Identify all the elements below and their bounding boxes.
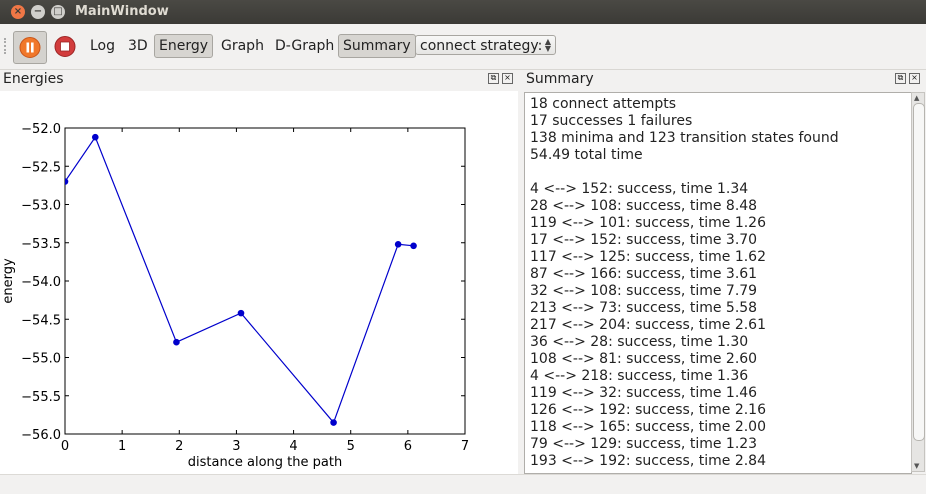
close-icon[interactable]: ×	[909, 73, 920, 84]
minimize-window-button[interactable]: −	[31, 5, 45, 19]
summary-line	[530, 164, 906, 181]
y-tick-label: −54.0	[21, 275, 61, 290]
energy-point	[410, 242, 417, 250]
window-title: MainWindow	[75, 4, 169, 19]
energy-plot: 0 1 2 3 4 5 6 7 −52.0 −52.5 −53.0 −53.5 −54.0 −54.5 −5…	[0, 91, 518, 476]
energy-markers	[65, 133, 417, 426]
status-bar	[0, 474, 926, 494]
stop-button[interactable]	[49, 31, 81, 62]
scroll-thumb[interactable]	[913, 103, 925, 441]
energy-point	[65, 178, 69, 185]
energy-point	[237, 309, 245, 317]
energy-chart: 0 1 2 3 4 5 6 7 −52.0 −52.5 −53.0 −53.5 −54.0 −54.5 −5…	[1, 122, 469, 470]
maximize-window-button[interactable]: □	[51, 5, 65, 19]
x-tick-label: 4	[289, 439, 297, 454]
x-tick-label: 5	[347, 439, 355, 454]
y-tick-label: −53.5	[21, 237, 61, 252]
x-tick-label: 6	[404, 439, 412, 454]
summary-button[interactable]: Summary	[338, 34, 416, 58]
summary-line: 213 <--> 73: success, time 5.58	[530, 300, 758, 316]
y-axis-label: energy	[1, 258, 16, 304]
toolbar-grip[interactable]	[4, 38, 9, 54]
summary-line: 54.49 total time	[530, 147, 643, 163]
y-tick-label: −55.5	[21, 390, 61, 405]
summary-line: 217 <--> 204: success, time 2.61	[530, 317, 766, 333]
energy-point	[91, 133, 99, 141]
scroll-up-icon[interactable]: ▲	[914, 94, 920, 102]
x-tick-label: 3	[232, 439, 240, 454]
connect-strategy-select[interactable]: connect strategy: ▲ ▼	[415, 35, 556, 55]
summary-line: 79 <--> 129: success, time 1.23	[530, 436, 758, 452]
updown-arrows-icon: ▲ ▼	[544, 37, 551, 53]
summary-line: 108 <--> 81: success, time 2.60	[530, 351, 758, 367]
y-tick-label: −53.0	[21, 199, 61, 214]
summary-dock-buttons: ⧉ ×	[892, 73, 920, 84]
y-tick-label: −55.0	[21, 352, 61, 367]
d-graph-button[interactable]: D-Graph	[275, 38, 335, 54]
x-tick-label: 0	[61, 439, 69, 454]
connect-strategy-label: connect strategy:	[420, 38, 543, 54]
summary-line: 117 <--> 125: success, time 1.62	[530, 249, 766, 265]
summary-line: 119 <--> 101: success, time 1.26	[530, 215, 766, 231]
y-tick-label: −54.5	[21, 313, 61, 328]
x-axis-label: distance along the path	[188, 455, 342, 470]
summary-line: 87 <--> 166: success, time 3.61	[530, 266, 758, 282]
summary-lines: 18 connect attempts 17 successes 1 failur…	[525, 93, 911, 473]
summary-text[interactable]: 18 connect attempts 17 successes 1 failur…	[524, 92, 912, 474]
summary-line: 4 <--> 152: success, time 1.34	[530, 181, 749, 197]
y-tick-label: −52.0	[21, 122, 61, 137]
summary-line: 193 <--> 192: success, time 2.84	[530, 453, 766, 469]
energy-point	[173, 338, 180, 346]
3d-button[interactable]: 3D	[128, 38, 148, 54]
pause-button[interactable]	[13, 31, 47, 64]
x-tick-label: 7	[461, 439, 469, 454]
summary-line: 138 minima and 123 transition states fou…	[530, 130, 839, 146]
float-icon[interactable]: ⧉	[895, 73, 906, 84]
dock-splitter[interactable]	[519, 92, 523, 472]
toolbar: Log 3D Energy Graph D-Graph Summary conn…	[0, 24, 926, 70]
pause-icon	[19, 37, 41, 58]
summary-line: 36 <--> 28: success, time 1.30	[530, 334, 749, 350]
summary-line: 17 <--> 152: success, time 3.70	[530, 232, 758, 248]
summary-line: 4 <--> 218: success, time 1.36	[530, 368, 749, 384]
stop-icon	[54, 36, 76, 57]
close-icon[interactable]: ×	[502, 73, 513, 84]
graph-button[interactable]: Graph	[221, 38, 264, 54]
summary-scrollbar[interactable]: ▲ ▼	[911, 92, 925, 472]
summary-line: 118 <--> 165: success, time 2.00	[530, 419, 766, 435]
energy-point	[394, 240, 402, 248]
close-window-button[interactable]: ×	[11, 5, 25, 19]
summary-line: 126 <--> 192: success, time 2.16	[530, 402, 766, 418]
summary-line: 18 connect attempts	[530, 96, 677, 112]
log-button[interactable]: Log	[90, 38, 116, 54]
float-icon[interactable]: ⧉	[488, 73, 499, 84]
x-tick-label: 2	[175, 439, 183, 454]
summary-line: 32 <--> 108: success, time 7.79	[530, 283, 758, 299]
y-tick-label: −52.5	[21, 160, 61, 175]
energy-button[interactable]: Energy	[154, 34, 214, 58]
x-tick-label: 1	[118, 439, 126, 454]
summary-line: 28 <--> 108: success, time 8.48	[530, 198, 758, 214]
energies-dock-title: Energies	[3, 71, 64, 87]
title-bar: × − □ MainWindow	[0, 0, 926, 24]
plot-frame	[64, 127, 466, 435]
energy-point	[330, 419, 337, 426]
summary-dock-title: Summary	[526, 71, 594, 87]
y-tick-label: −56.0	[21, 428, 61, 443]
energies-dock-buttons: ⧉ ×	[485, 73, 513, 84]
scroll-down-icon[interactable]: ▼	[914, 462, 920, 470]
summary-line: 119 <--> 32: success, time 1.46	[530, 385, 758, 401]
summary-line: 17 successes 1 failures	[530, 113, 693, 129]
